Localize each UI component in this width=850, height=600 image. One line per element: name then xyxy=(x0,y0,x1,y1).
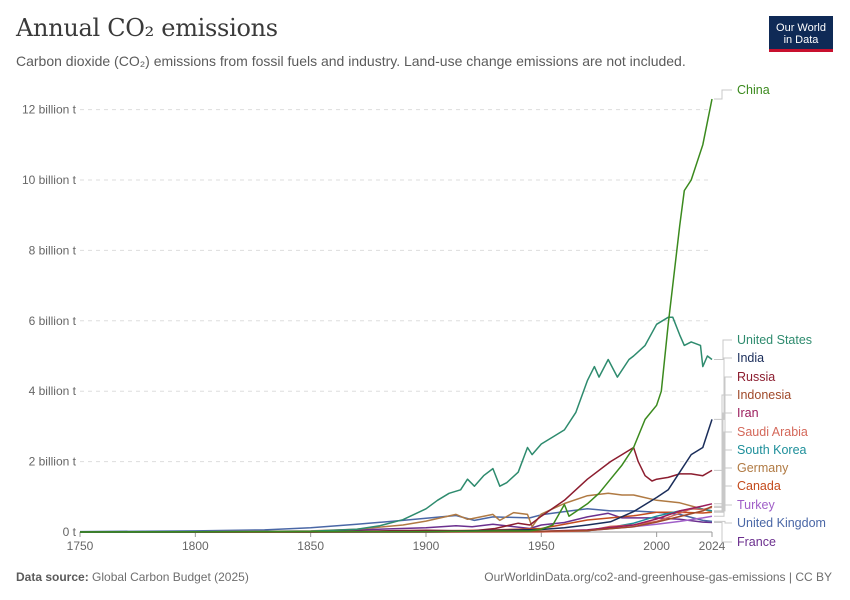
y-tick-label: 8 billion t xyxy=(29,243,77,257)
y-tick-label: 6 billion t xyxy=(29,314,77,328)
connector-line xyxy=(714,357,732,420)
x-tick-label: 1750 xyxy=(67,539,94,553)
series-label-united-states[interactable]: United States xyxy=(737,333,812,347)
series-line-india[interactable] xyxy=(79,419,713,533)
data-source-label: Data source: xyxy=(16,570,89,584)
x-tick-label: 1900 xyxy=(413,539,440,553)
chart-subtitle: Carbon dioxide (CO₂) emissions from foss… xyxy=(16,53,686,69)
chart-title: Annual CO₂ emissions xyxy=(16,14,278,42)
series-label-united-kingdom[interactable]: United Kingdom xyxy=(737,516,826,530)
series-line-france[interactable] xyxy=(79,512,713,533)
y-tick-label: 0 t xyxy=(63,525,77,539)
connector-line xyxy=(714,522,732,543)
connector-line xyxy=(714,485,732,513)
connector-line xyxy=(714,89,732,100)
co2-line-chart: 0 t 2 billion t 4 billion t 6 billion t 8 bi… xyxy=(22,83,826,553)
y-tick-label: 10 billion t xyxy=(22,173,77,187)
series-label-china[interactable]: China xyxy=(737,83,770,97)
series-line-united-kingdom[interactable] xyxy=(79,508,713,533)
connector-line xyxy=(714,376,732,471)
x-tick-label: 1950 xyxy=(528,539,555,553)
y-tick-label: 4 billion t xyxy=(29,384,77,398)
owid-logo[interactable]: Our World in Data xyxy=(769,16,833,52)
series-label-canada[interactable]: Canada xyxy=(737,479,781,493)
y-tick-label: 2 billion t xyxy=(29,455,77,469)
x-tick-label: 1850 xyxy=(297,539,324,553)
series-label-russia[interactable]: Russia xyxy=(737,370,775,384)
label-connectors xyxy=(714,89,732,543)
gridlines xyxy=(80,109,712,533)
series-line-russia[interactable] xyxy=(79,446,713,533)
series-label-indonesia[interactable]: Indonesia xyxy=(737,388,791,402)
logo-line-1: Our World xyxy=(776,21,826,34)
series-label-iran[interactable]: Iran xyxy=(737,406,759,420)
series-line-germany[interactable] xyxy=(79,492,713,533)
connector-line xyxy=(714,431,732,508)
series-line-united-states[interactable] xyxy=(79,316,713,533)
connector-line xyxy=(714,449,732,512)
connector-line xyxy=(714,394,732,507)
logo-line-2: in Data xyxy=(783,33,819,46)
connector-line xyxy=(714,504,732,517)
x-axis-ticks: 1750 1800 1850 1900 1950 2000 2024 xyxy=(67,532,726,553)
series-line-china[interactable] xyxy=(79,98,713,533)
series-lines xyxy=(79,98,713,533)
y-axis-ticks: 0 t 2 billion t 4 billion t 6 billion t 8 bi… xyxy=(22,103,77,539)
series-label-germany[interactable]: Germany xyxy=(737,461,789,475)
series-label-saudi-arabia[interactable]: Saudi Arabia xyxy=(737,425,808,439)
x-tick-label: 2024 xyxy=(699,539,726,553)
x-tick-label: 2000 xyxy=(643,539,670,553)
y-tick-label: 12 billion t xyxy=(22,103,77,117)
data-source: Data source: Global Carbon Budget (2025) xyxy=(16,570,249,584)
connector-line xyxy=(714,520,732,524)
series-label-india[interactable]: India xyxy=(737,351,764,365)
series-labels: China United States India Russia Indonesia Ir… xyxy=(737,83,826,549)
x-tick-label: 1800 xyxy=(182,539,209,553)
source-url[interactable]: OurWorldinData.org/co2-and-greenhouse-ga… xyxy=(484,570,832,584)
connector-line xyxy=(714,412,732,505)
connector-line xyxy=(714,339,732,360)
data-source-text: Global Carbon Budget (2025) xyxy=(92,570,249,584)
series-label-france[interactable]: France xyxy=(737,535,776,549)
series-label-turkey[interactable]: Turkey xyxy=(737,498,775,512)
series-label-south-korea[interactable]: South Korea xyxy=(737,443,807,457)
